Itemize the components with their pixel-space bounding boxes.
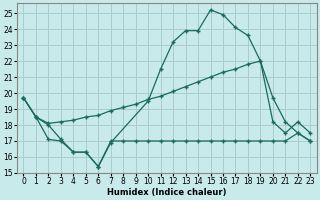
X-axis label: Humidex (Indice chaleur): Humidex (Indice chaleur) — [107, 188, 227, 197]
